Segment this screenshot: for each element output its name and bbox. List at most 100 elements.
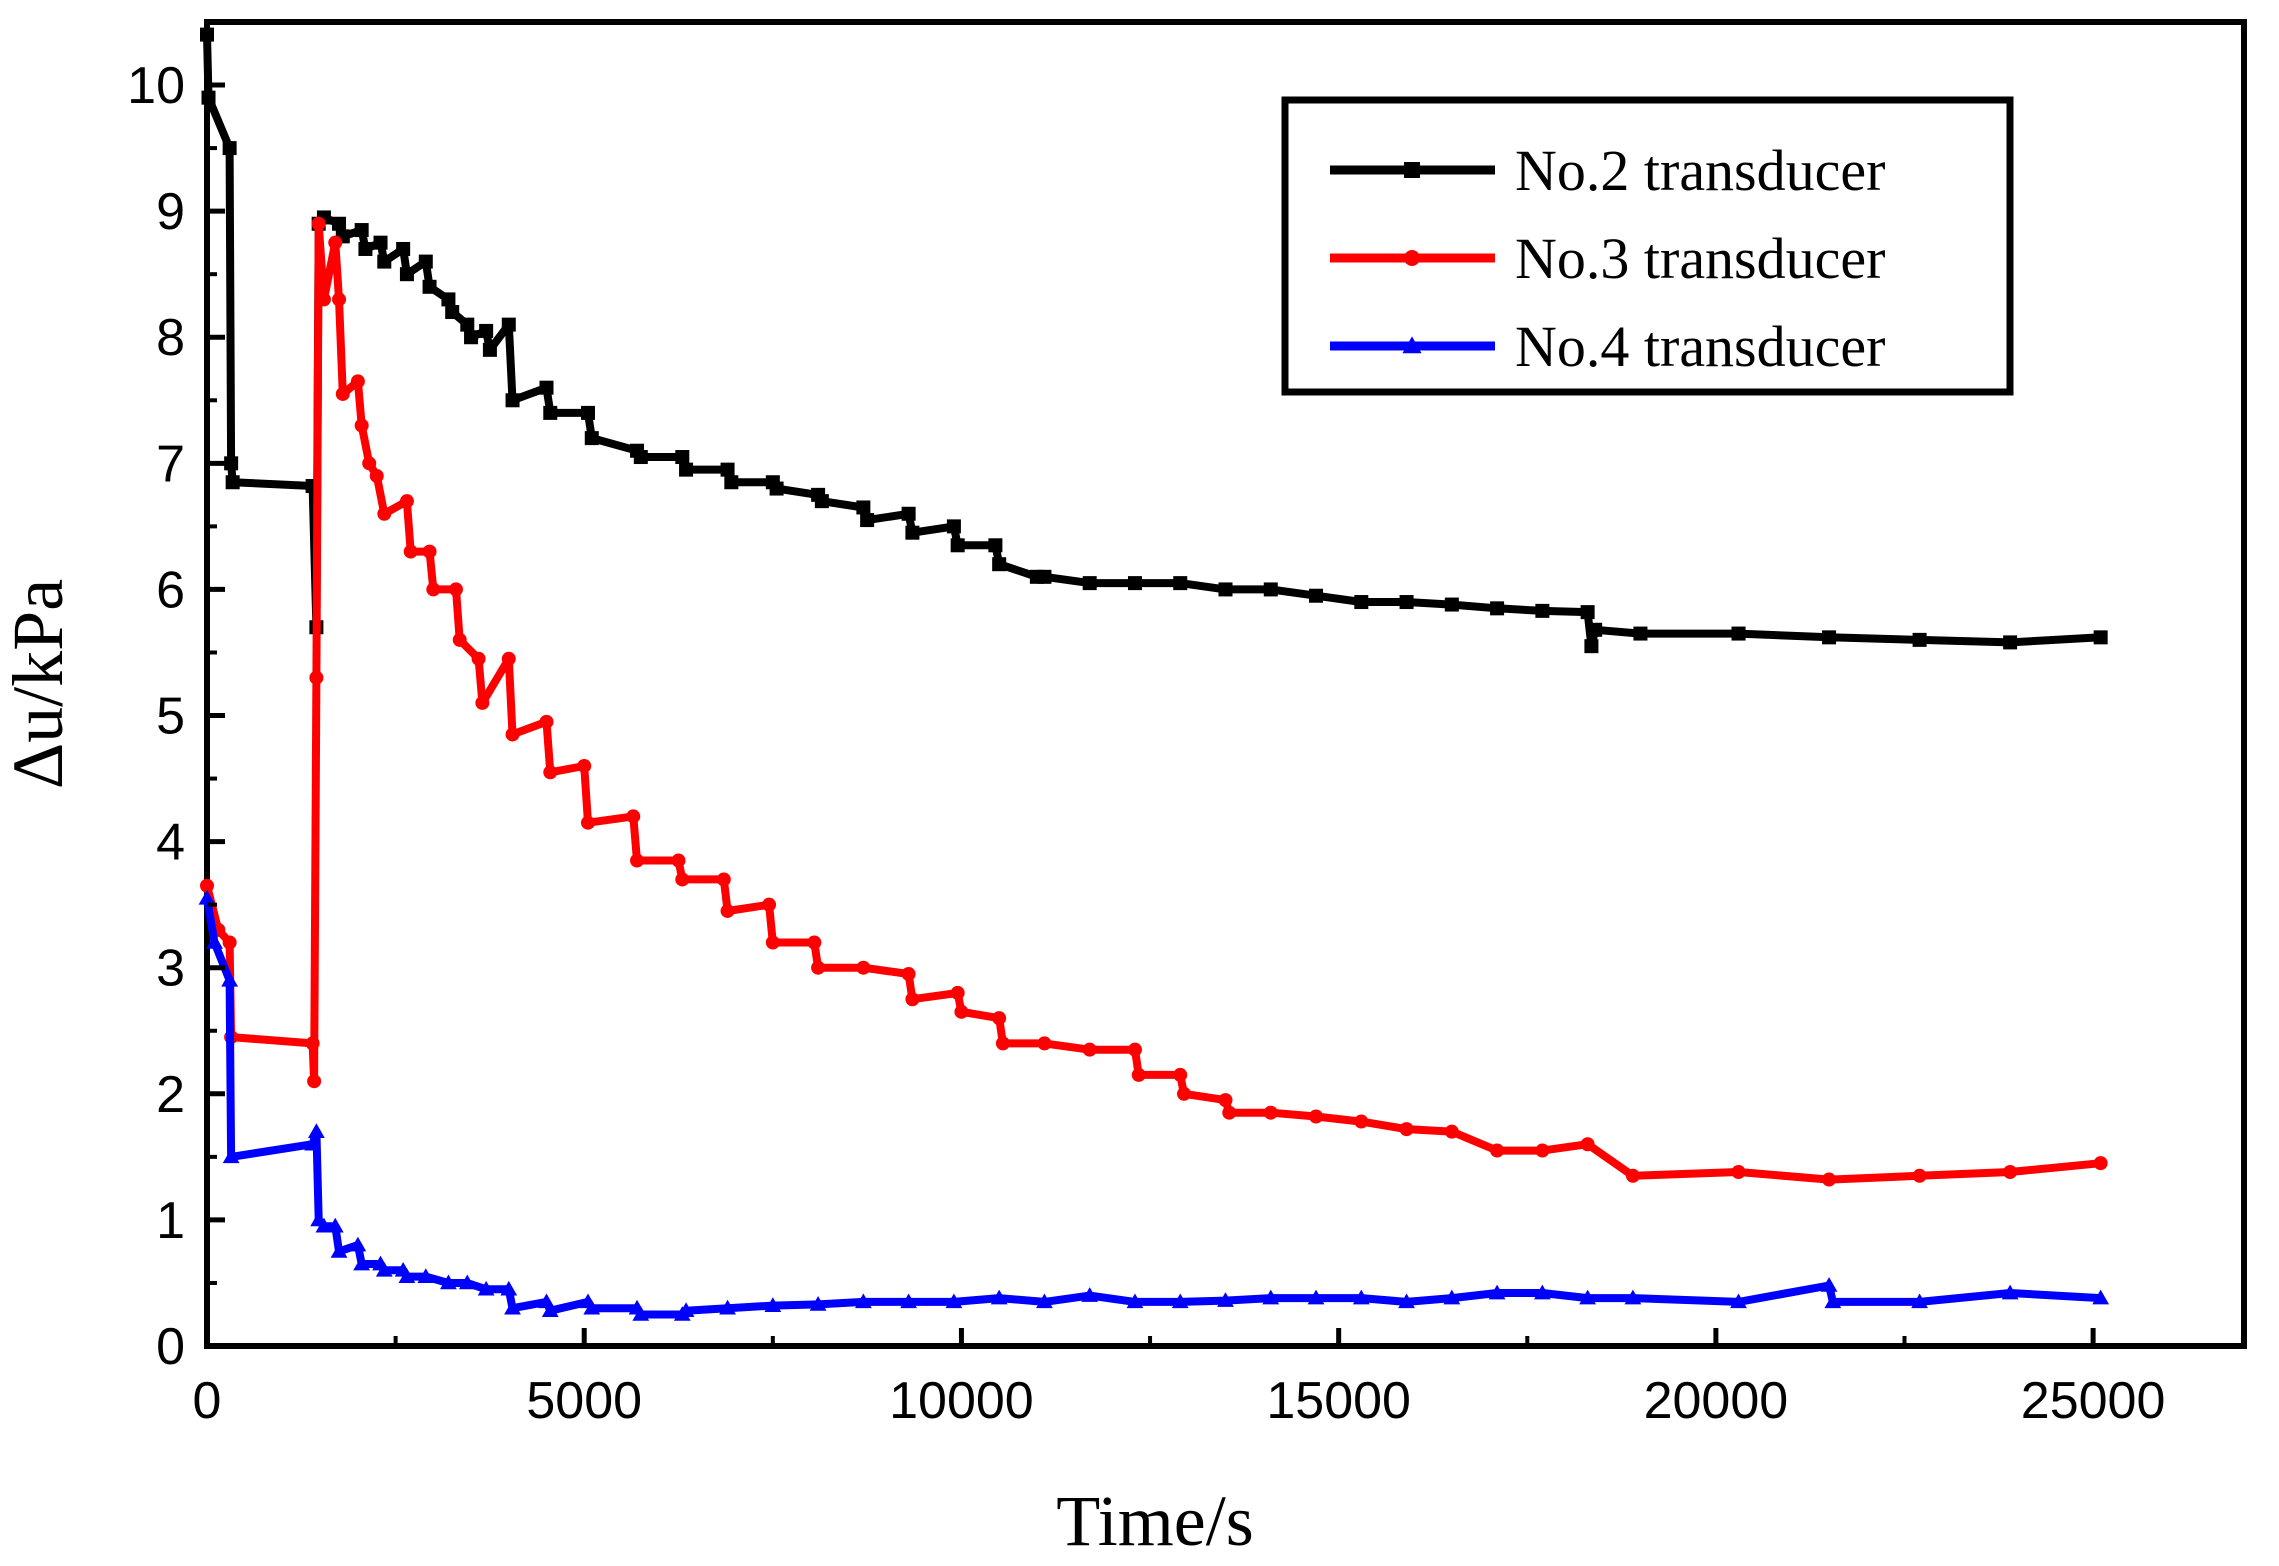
data-point [1037,569,1052,584]
data-point [1443,1289,1461,1305]
y-tick-label: 4 [156,814,185,872]
data-point [460,317,475,332]
data-point [671,853,686,868]
data-point [501,651,516,666]
data-point [440,1274,457,1290]
data-point [675,450,690,465]
data-point [426,582,441,597]
x-tick-label: 0 [193,1372,222,1430]
data-point [1263,1105,1278,1120]
data-point [403,544,418,559]
data-point [1126,1293,1144,1309]
data-point [1173,1067,1188,1082]
data-point [328,235,343,250]
data-point [1352,1289,1370,1305]
y-tick-label: 9 [156,183,185,241]
data-point [1822,630,1837,645]
data-point [626,809,641,824]
data-point [354,223,369,238]
data-point [330,1243,348,1258]
data-point [222,141,237,156]
data-point [2092,1289,2110,1305]
data-point [854,1293,872,1309]
data-point [445,305,460,320]
y-tick-label: 7 [156,435,185,493]
data-point [1173,576,1188,591]
data-point [719,1299,736,1315]
x-tick-label: 20000 [1644,1372,1789,1430]
data-point [577,758,592,773]
data-point [1262,1289,1280,1305]
data-point [1624,1289,1642,1305]
data-point [350,374,365,389]
data-point [309,670,324,685]
data-point [1584,639,1599,654]
data-point [1399,595,1414,610]
data-point [1082,576,1097,591]
series-line [203,219,2102,1184]
legend-item: No.3 transducer [1330,226,1885,291]
data-point [1177,1086,1192,1101]
series-3 [200,216,2108,1187]
data-point [358,241,373,256]
data-point [201,90,216,105]
data-point [326,1217,344,1233]
data-point [856,500,871,515]
data-point [305,1036,320,1051]
data-point [1731,1164,1746,1179]
data-point [1731,626,1746,641]
data-point [950,538,965,553]
data-point [765,935,780,950]
data-point [311,216,326,231]
data-point [500,1280,518,1296]
data-point [1082,1042,1097,1057]
data-point [501,317,516,332]
data-point [479,323,494,338]
data-point [417,1268,435,1283]
data-point [224,456,239,471]
data-point [679,462,694,477]
x-axis: 0 5000 10000 15000 20000 25000 [193,1328,2166,1430]
data-point [762,897,777,912]
data-point [464,330,479,345]
data-point [422,279,437,294]
data-point [541,1302,559,1317]
plot-area [198,19,2247,1349]
legend-marker [1402,336,1422,354]
data-point [1222,1105,1237,1120]
data-point [307,1074,322,1089]
y-axis-title: Δu/kPa [0,579,78,789]
data-point [225,475,240,490]
data-point [1399,1122,1414,1137]
data-point [720,462,735,477]
data-point [222,935,237,950]
data-point [399,267,414,282]
x-axis-title: Time/s [1056,1481,1253,1561]
data-point [677,1302,695,1317]
data-point [1822,1172,1837,1187]
data-point [1218,582,1233,597]
data-point [724,475,739,490]
data-point [369,468,384,483]
data-point [458,1274,476,1290]
data-point [1309,1109,1324,1124]
data-point [315,1217,333,1233]
x-tick-label: 5000 [526,1372,642,1430]
data-point [2093,1156,2108,1171]
legend: No.2 transducer No.3 transducer No.4 trans… [1281,96,2014,396]
plot-frame [204,19,2247,1349]
data-point [1633,626,1648,641]
data-point [1354,595,1369,610]
x-tick-label: 25000 [2021,1372,2166,1430]
data-point [1912,632,1927,647]
data-point [477,1280,495,1296]
data-point [954,1004,969,1019]
data-point [675,872,690,887]
data-point [1580,605,1595,620]
data-point [304,1135,322,1151]
data-point [633,450,648,465]
data-point [1533,1284,1551,1300]
data-point [1730,1293,1747,1309]
series-line [203,897,2101,1319]
data-point [377,254,392,269]
